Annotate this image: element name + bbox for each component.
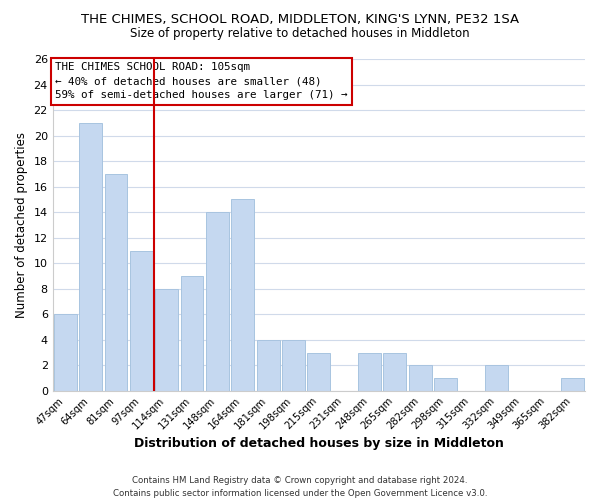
Bar [358, 352, 381, 391]
Text: THE CHIMES, SCHOOL ROAD, MIDDLETON, KING'S LYNN, PE32 1SA: THE CHIMES, SCHOOL ROAD, MIDDLETON, KING… [81, 12, 519, 26]
Bar [79, 123, 102, 391]
Bar [104, 174, 127, 391]
Bar [282, 340, 305, 391]
Bar [206, 212, 229, 391]
Bar [409, 366, 431, 391]
Bar [155, 289, 178, 391]
Text: Contains HM Land Registry data © Crown copyright and database right 2024.
Contai: Contains HM Land Registry data © Crown c… [113, 476, 487, 498]
Text: THE CHIMES SCHOOL ROAD: 105sqm
← 40% of detached houses are smaller (48)
59% of : THE CHIMES SCHOOL ROAD: 105sqm ← 40% of … [55, 62, 348, 100]
Bar [383, 352, 406, 391]
Bar [561, 378, 584, 391]
Bar [130, 250, 153, 391]
Bar [181, 276, 203, 391]
Bar [257, 340, 280, 391]
Bar [54, 314, 77, 391]
Bar [485, 366, 508, 391]
Bar [232, 200, 254, 391]
Text: Size of property relative to detached houses in Middleton: Size of property relative to detached ho… [130, 28, 470, 40]
Y-axis label: Number of detached properties: Number of detached properties [15, 132, 28, 318]
Bar [434, 378, 457, 391]
X-axis label: Distribution of detached houses by size in Middleton: Distribution of detached houses by size … [134, 437, 504, 450]
Bar [307, 352, 330, 391]
